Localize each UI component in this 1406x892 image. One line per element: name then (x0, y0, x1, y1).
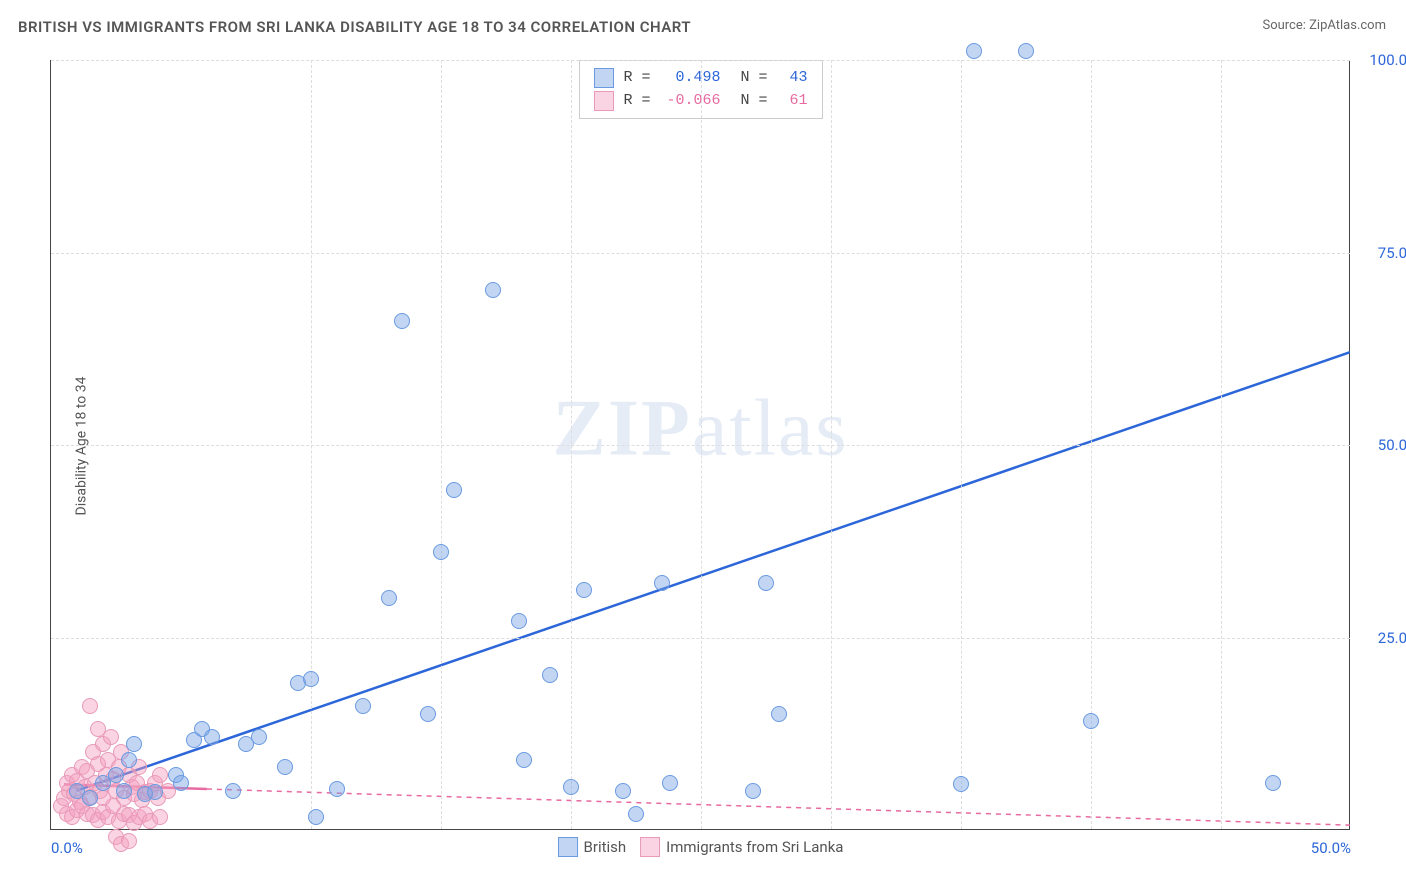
data-point (277, 759, 293, 775)
data-point (420, 706, 436, 722)
y-tick-label: 25.0% (1378, 629, 1406, 647)
source-attribution: Source: ZipAtlas.com (1262, 18, 1386, 33)
data-point (108, 767, 124, 783)
data-point (103, 729, 119, 745)
trend-line (77, 352, 1350, 790)
data-point (152, 809, 168, 825)
legend-series-item: British (558, 837, 627, 857)
data-point (485, 282, 501, 298)
data-point (303, 671, 319, 687)
data-point (446, 482, 462, 498)
y-tick-label: 75.0% (1378, 244, 1406, 262)
data-point (204, 729, 220, 745)
data-point (966, 43, 982, 59)
data-point (953, 776, 969, 792)
legend-n-value: 43 (778, 67, 808, 90)
data-point (381, 590, 397, 606)
data-point (308, 809, 324, 825)
data-point (173, 775, 189, 791)
data-point (516, 752, 532, 768)
y-tick-label: 100.0% (1369, 51, 1406, 69)
gridline-v (571, 60, 572, 829)
x-tick-label: 0.0% (51, 839, 83, 857)
data-point (82, 698, 98, 714)
legend-r-label: R = (623, 90, 650, 113)
data-point (394, 313, 410, 329)
watermark-atlas: atlas (692, 385, 849, 473)
data-point (628, 806, 644, 822)
data-point (329, 781, 345, 797)
data-point (542, 667, 558, 683)
trend-line-extension (207, 789, 1350, 825)
data-point (82, 790, 98, 806)
legend-n-label: N = (741, 90, 768, 113)
watermark-zip: ZIP (553, 385, 692, 473)
data-point (758, 575, 774, 591)
data-point (511, 613, 527, 629)
data-point (563, 779, 579, 795)
legend-swatch (558, 837, 578, 857)
scatter-plot-area: ZIPatlas R =0.498N =43R =-0.066N =61 Bri… (50, 60, 1350, 830)
data-point (147, 784, 163, 800)
legend-series-label: British (584, 838, 627, 856)
legend-swatch (593, 91, 613, 111)
data-point (121, 833, 137, 849)
legend-n-label: N = (741, 67, 768, 90)
legend-n-value: 61 (778, 90, 808, 113)
data-point (433, 544, 449, 560)
legend-r-value: 0.498 (661, 67, 721, 90)
data-point (126, 736, 142, 752)
gridline-v (311, 60, 312, 829)
data-point (1083, 713, 1099, 729)
data-point (152, 767, 168, 783)
data-point (771, 706, 787, 722)
chart-title: BRITISH VS IMMIGRANTS FROM SRI LANKA DIS… (18, 18, 691, 36)
legend-r-label: R = (623, 67, 650, 90)
data-point (745, 783, 761, 799)
data-point (355, 698, 371, 714)
x-tick-label: 50.0% (1311, 839, 1351, 857)
gridline-v (1221, 60, 1222, 829)
legend-series-item: Immigrants from Sri Lanka (640, 837, 843, 857)
data-point (121, 752, 137, 768)
legend-series-label: Immigrants from Sri Lanka (666, 838, 843, 856)
gridline-v (831, 60, 832, 829)
legend-r-value: -0.066 (661, 90, 721, 113)
data-point (654, 575, 670, 591)
data-point (225, 783, 241, 799)
legend-swatch (640, 837, 660, 857)
y-tick-label: 50.0% (1378, 436, 1406, 454)
legend-swatch (593, 68, 613, 88)
data-point (662, 775, 678, 791)
data-point (116, 783, 132, 799)
gridline-v (961, 60, 962, 829)
data-point (576, 582, 592, 598)
data-point (251, 729, 267, 745)
data-point (1265, 775, 1281, 791)
series-legend: British Immigrants from Sri Lanka (558, 837, 844, 857)
gridline-v (441, 60, 442, 829)
gridline-v (701, 60, 702, 829)
data-point (615, 783, 631, 799)
data-point (1018, 43, 1034, 59)
